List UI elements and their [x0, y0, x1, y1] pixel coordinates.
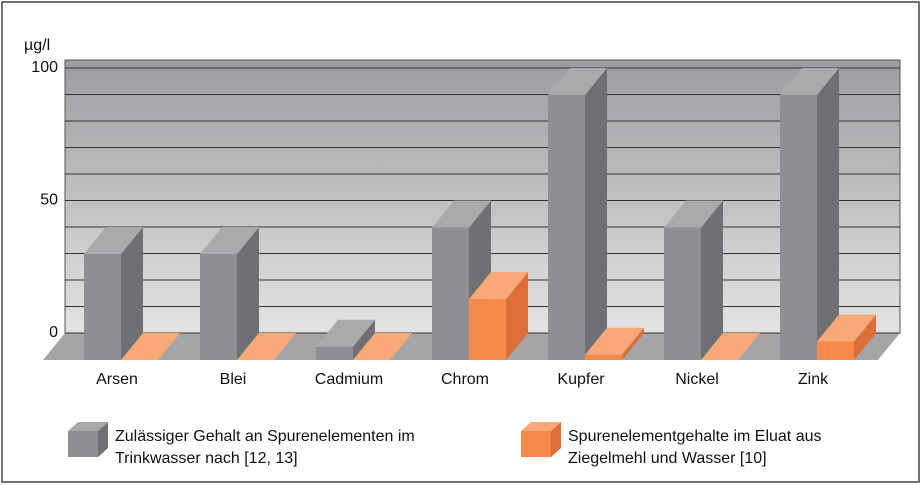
bar-front [664, 227, 701, 360]
legend-swatch-side [551, 422, 561, 457]
bar-front [817, 341, 854, 360]
bar-front [780, 95, 817, 360]
y-tick-label: 100 [31, 59, 58, 76]
bar-front [469, 299, 506, 360]
bar-top [432, 200, 491, 228]
bar-side [701, 200, 723, 360]
bar-front [585, 354, 622, 360]
legend-swatch-front [68, 431, 98, 457]
legend-swatch [68, 422, 108, 457]
bar-side [121, 227, 143, 360]
bar-side [817, 68, 839, 360]
bar-top [780, 68, 839, 95]
bar-top [84, 227, 143, 254]
x-tick-label: Chrom [441, 371, 489, 388]
bar-front [432, 227, 469, 360]
bar-top [664, 200, 723, 228]
y-unit: µg/l [24, 37, 50, 54]
legend-swatch [521, 422, 561, 457]
x-tick-label: Arsen [96, 371, 138, 388]
bar-top [353, 333, 412, 360]
bar-side [585, 68, 607, 360]
x-tick-label: Nickel [675, 371, 719, 388]
bar-side [237, 227, 259, 360]
x-tick-label: Kupfer [557, 371, 605, 388]
y-tick-label: 0 [49, 324, 58, 341]
bar-top [121, 333, 180, 360]
bar-front [548, 95, 585, 360]
bar-top [316, 319, 375, 347]
bar-side [622, 327, 644, 360]
x-tick-label: Zink [798, 371, 829, 388]
legend-text: Zulässiger Gehalt an Spurenelementen im … [115, 428, 415, 467]
bar-top [237, 333, 296, 360]
bar-top [585, 327, 644, 355]
legend-swatch-side [98, 422, 108, 457]
bar-front [200, 254, 237, 360]
legend-swatch-top [521, 422, 561, 431]
bar-top [701, 333, 760, 360]
bar-side [353, 319, 375, 360]
bar-top [548, 68, 607, 95]
bar-top [200, 227, 259, 254]
y-tick-label: 50 [40, 192, 58, 209]
bar-top [817, 314, 876, 342]
bar-top [469, 272, 528, 300]
bar-front [316, 346, 353, 360]
legend-swatch-front [521, 431, 551, 457]
bar-side [506, 272, 528, 360]
legend-swatch-top [68, 422, 108, 431]
legend-text: Spurenelementgehalte im Eluat aus Ziegel… [568, 428, 822, 467]
bar-front [84, 254, 121, 360]
x-tick-label: Blei [220, 371, 247, 388]
bar-side [854, 314, 876, 360]
x-tick-label: Cadmium [315, 371, 383, 388]
